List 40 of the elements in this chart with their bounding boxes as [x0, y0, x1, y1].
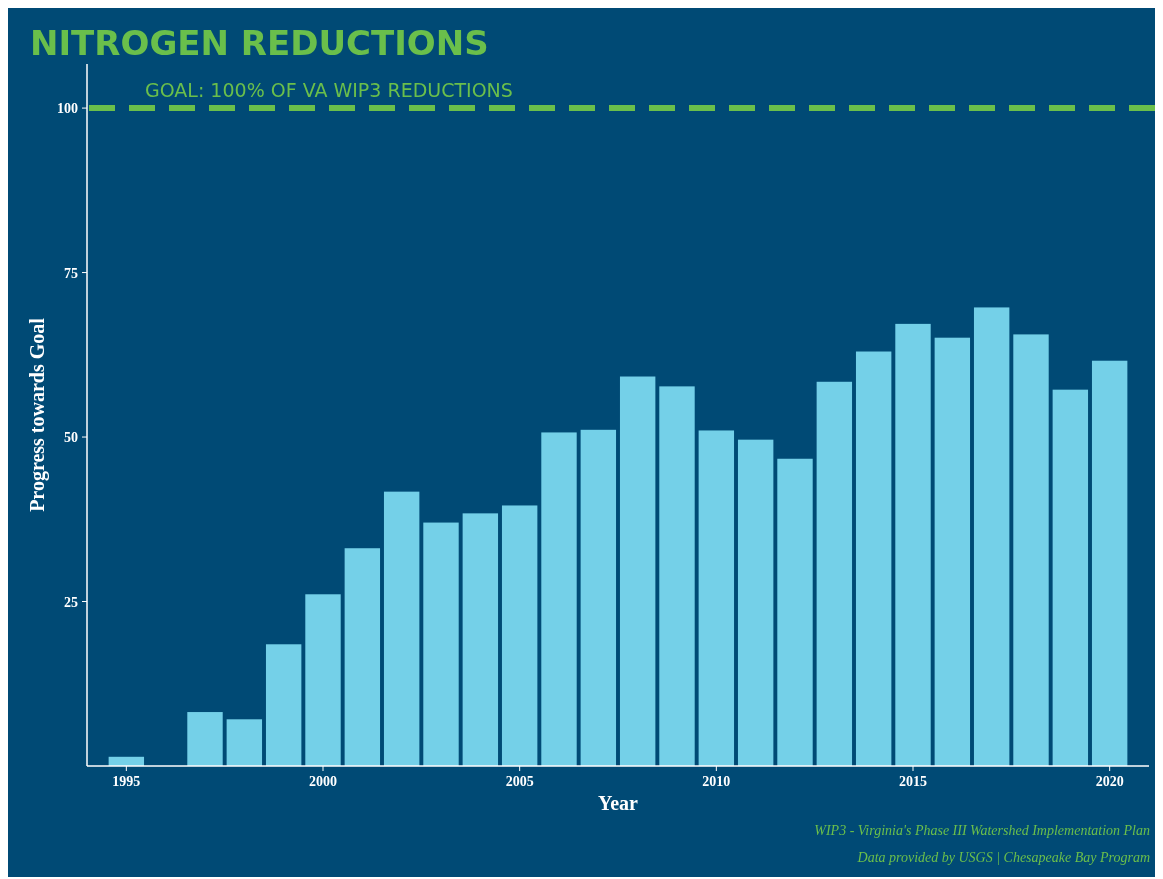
chart-title: NITROGEN REDUCTIONS [30, 23, 489, 63]
ref-line-label: GOAL: 100% OF VA WIP3 REDUCTIONS [145, 79, 513, 102]
bar [619, 376, 656, 766]
bar [737, 439, 774, 766]
bar [659, 386, 695, 766]
bar [541, 432, 577, 766]
x-tick-label: 2000 [309, 774, 337, 789]
x-tick-label: 1995 [112, 774, 141, 789]
y-tick-label: 100 [57, 101, 78, 117]
y-tick-label: 25 [64, 594, 78, 610]
bar [187, 712, 223, 766]
bar [1013, 334, 1049, 766]
x-tick-label: 2015 [899, 774, 927, 789]
bar [344, 548, 381, 766]
bar [423, 522, 459, 766]
bar [855, 351, 892, 766]
bar [580, 429, 617, 766]
x-tick-label: 2020 [1095, 774, 1124, 789]
x-axis-title: Year [598, 792, 639, 814]
bar [1052, 389, 1089, 766]
y-tick-label: 75 [64, 265, 78, 281]
bar [698, 430, 735, 766]
bar [265, 644, 302, 766]
bar [305, 594, 341, 766]
y-tick-label: 50 [64, 430, 78, 446]
bar [777, 458, 813, 766]
bar [816, 381, 853, 766]
bar [383, 491, 420, 766]
text: Data provided by USGS | Chesapeake Bay Program [856, 850, 1150, 865]
bar [934, 337, 971, 766]
bar [462, 513, 499, 766]
bar [973, 307, 1010, 766]
x-tick-label: 2010 [702, 774, 731, 789]
bar [895, 323, 931, 766]
text: WIP3 - Virginia's Phase III Watershed Implementation Plan [814, 823, 1150, 838]
y-axis-title: Progress towards Goal [26, 317, 49, 512]
bar [226, 719, 263, 766]
x-tick-label: 2005 [505, 774, 534, 789]
bar [501, 505, 538, 766]
bar [1091, 360, 1128, 766]
